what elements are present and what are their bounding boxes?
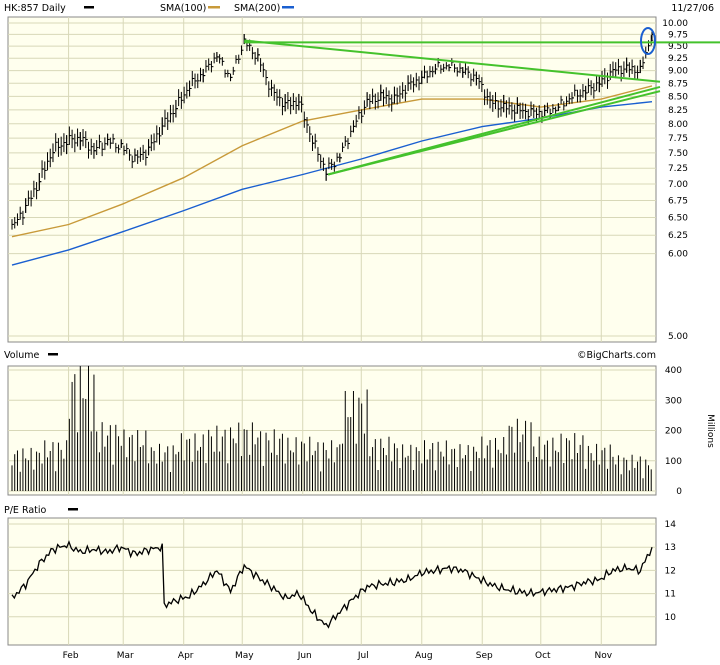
price-tick-label: 9.50 — [668, 42, 688, 52]
volume-header-bar — [0, 346, 720, 364]
price-tick-label: 5.00 — [668, 332, 688, 342]
symbol-legend-swatch — [84, 6, 94, 9]
sma200-legend-label: SMA(200) — [234, 3, 280, 14]
price-tick-label: 6.25 — [668, 231, 688, 241]
price-tick-label: 6.00 — [668, 250, 688, 260]
sma100-legend-label: SMA(100) — [160, 3, 206, 14]
pe-header-bar — [0, 500, 720, 518]
pe-label: P/E Ratio — [4, 505, 47, 516]
price-tick-label: 8.00 — [668, 120, 688, 130]
x-tick-label: Aug — [415, 651, 433, 661]
price-grid — [8, 17, 656, 342]
breakout-highlight-circle — [640, 27, 656, 55]
chart-date: 11/27/06 — [671, 3, 714, 14]
volume-legend-swatch — [48, 353, 58, 356]
x-tick-label: Oct — [535, 651, 551, 661]
volume-tick-label: 200 — [665, 427, 682, 437]
volume-tick-label: 0 — [676, 487, 682, 497]
x-tick-label: Mar — [117, 651, 134, 661]
price-tick-label: 9.25 — [668, 54, 688, 64]
price-panel-background — [7, 16, 657, 343]
pe-tick-label: 14 — [665, 520, 677, 530]
pe-y-axis: 14 13 12 11 10 — [665, 520, 677, 623]
price-tick-label: 7.50 — [668, 149, 688, 159]
price-tick-label: 8.50 — [668, 92, 688, 102]
price-panel: 10.009.75 9.50 9.25 9.00 8.75 8.50 8.25 8.00 7.7… — [7, 16, 720, 343]
price-tick-label: 9.75 — [668, 30, 688, 40]
volume-panel: 400 300 200 100 0 Millions — [7, 365, 715, 497]
sma100-legend-swatch — [208, 6, 220, 9]
price-tick-label: 9.00 — [668, 67, 688, 77]
pe-ratio-line — [11, 540, 653, 629]
x-tick-label: Jun — [297, 651, 312, 661]
watermark: ©BigCharts.com — [577, 350, 656, 361]
x-tick-label: Feb — [63, 651, 79, 661]
price-tick-label: 7.75 — [668, 134, 688, 144]
x-tick-label: Nov — [594, 651, 612, 661]
price-tick-label: 6.50 — [668, 214, 688, 224]
pe-tick-label: 11 — [665, 590, 676, 600]
x-tick-label: Sep — [476, 651, 493, 661]
volume-grid — [8, 366, 656, 495]
volume-tick-label: 300 — [665, 396, 682, 406]
price-y-axis: 10.009.75 9.50 9.25 9.00 8.75 8.50 8.25 8.00 7.7… — [662, 19, 688, 342]
sma100-line — [11, 85, 653, 238]
trendline — [327, 90, 661, 176]
pe-line — [11, 540, 653, 629]
price-tick-label: 6.75 — [668, 196, 688, 206]
volume-y-axis: 400 300 200 100 0 — [665, 366, 682, 497]
volume-label: Volume — [4, 350, 39, 361]
pe-panel-background — [7, 517, 657, 646]
x-tick-label: Jul — [357, 651, 369, 661]
x-tick-label: Apr — [178, 651, 194, 661]
x-axis: Feb Mar Apr May Jun Jul Aug Sep Oct Nov — [63, 651, 613, 661]
pe-tick-label: 12 — [665, 566, 676, 576]
price-tick-label: 8.75 — [668, 79, 688, 89]
volume-tick-label: 400 — [665, 366, 682, 376]
price-tick-label: 7.00 — [668, 180, 688, 190]
pe-tick-label: 13 — [665, 543, 676, 553]
price-tick-label: 8.25 — [668, 106, 688, 116]
volume-units-label: Millions — [705, 414, 715, 448]
trendline — [244, 39, 661, 83]
x-tick-label: May — [235, 651, 254, 661]
price-tick-label: 7.25 — [668, 164, 688, 174]
pe-panel: 14 13 12 11 10 — [7, 517, 677, 646]
volume-bars — [11, 365, 652, 491]
symbol-label: HK:857 Daily — [4, 3, 66, 14]
pe-tick-label: 10 — [665, 613, 677, 623]
sma200-legend-swatch — [282, 6, 294, 9]
price-tick-label: 10.00 — [662, 19, 688, 29]
pe-legend-swatch — [68, 508, 78, 511]
volume-tick-label: 100 — [665, 457, 682, 467]
